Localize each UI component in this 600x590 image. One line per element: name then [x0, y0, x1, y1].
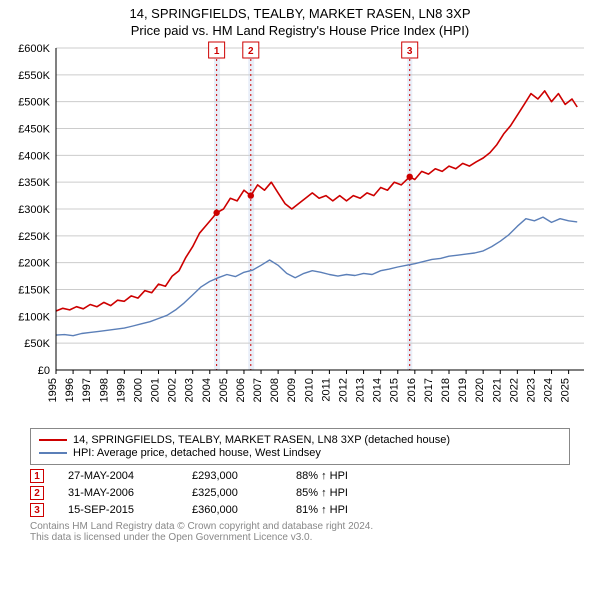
legend-item: 14, SPRINGFIELDS, TEALBY, MARKET RASEN, …	[39, 434, 561, 446]
footer-line1: Contains HM Land Registry data © Crown c…	[30, 521, 570, 532]
svg-text:2015: 2015	[389, 378, 401, 402]
svg-text:2019: 2019	[457, 378, 469, 402]
legend-swatch	[39, 439, 67, 441]
sale-price: £360,000	[192, 504, 272, 516]
svg-text:2018: 2018	[440, 378, 452, 402]
svg-text:2014: 2014	[372, 378, 384, 402]
sale-price: £325,000	[192, 487, 272, 499]
svg-text:£0: £0	[38, 365, 50, 377]
sale-pct: 88% ↑ HPI	[296, 470, 386, 482]
chart-svg: £0 £50K £100K £150K £200K £250K £300K £350K £400…	[0, 38, 600, 418]
sale-pct: 81% ↑ HPI	[296, 504, 386, 516]
svg-text:2004: 2004	[201, 378, 213, 402]
svg-text:£450K: £450K	[18, 124, 50, 136]
svg-text:£350K: £350K	[18, 177, 50, 189]
sale-pct: 85% ↑ HPI	[296, 487, 386, 499]
svg-text:1995: 1995	[47, 378, 59, 402]
footer-attribution: Contains HM Land Registry data © Crown c…	[30, 521, 570, 543]
svg-text:2016: 2016	[406, 378, 418, 402]
chart-area: £0 £50K £100K £150K £200K £250K £300K £350K £400…	[0, 38, 600, 418]
svg-text:2008: 2008	[269, 378, 281, 402]
svg-text:2017: 2017	[423, 378, 435, 402]
svg-text:1996: 1996	[64, 378, 76, 402]
svg-text:2012: 2012	[337, 378, 349, 402]
sale-date: 31-MAY-2006	[68, 487, 168, 499]
sale-date: 15-SEP-2015	[68, 504, 168, 516]
svg-text:£100K: £100K	[18, 311, 50, 323]
legend-swatch	[39, 452, 67, 454]
svg-text:£400K: £400K	[18, 150, 50, 162]
sale-row: 1 27-MAY-2004 £293,000 88% ↑ HPI	[30, 469, 570, 483]
svg-text:2005: 2005	[218, 378, 230, 402]
legend-label: 14, SPRINGFIELDS, TEALBY, MARKET RASEN, …	[73, 434, 450, 446]
sale-date: 27-MAY-2004	[68, 470, 168, 482]
svg-text:1999: 1999	[115, 378, 127, 402]
legend-item: HPI: Average price, detached house, West…	[39, 447, 561, 459]
svg-text:£200K: £200K	[18, 258, 50, 270]
svg-text:2013: 2013	[355, 378, 367, 402]
svg-text:2022: 2022	[508, 378, 520, 402]
svg-text:2011: 2011	[320, 378, 332, 402]
svg-text:1: 1	[214, 46, 220, 57]
svg-text:£250K: £250K	[18, 231, 50, 243]
svg-text:2003: 2003	[184, 378, 196, 402]
footer-line2: This data is licensed under the Open Gov…	[30, 532, 570, 543]
legend-label: HPI: Average price, detached house, West…	[73, 447, 321, 459]
svg-text:3: 3	[407, 46, 413, 57]
svg-text:2024: 2024	[543, 378, 555, 402]
svg-text:£550K: £550K	[18, 70, 50, 82]
legend: 14, SPRINGFIELDS, TEALBY, MARKET RASEN, …	[30, 428, 570, 465]
svg-text:2002: 2002	[167, 378, 179, 402]
svg-text:2001: 2001	[150, 378, 162, 402]
svg-text:2009: 2009	[286, 378, 298, 402]
svg-text:2023: 2023	[525, 378, 537, 402]
svg-text:2021: 2021	[491, 378, 503, 402]
svg-text:£150K: £150K	[18, 285, 50, 297]
svg-text:2020: 2020	[474, 378, 486, 402]
svg-text:2025: 2025	[560, 378, 572, 402]
title-address: 14, SPRINGFIELDS, TEALBY, MARKET RASEN, …	[0, 6, 600, 21]
svg-text:2: 2	[248, 46, 254, 57]
sale-marker: 2	[30, 486, 44, 500]
svg-text:2000: 2000	[132, 378, 144, 402]
svg-text:1997: 1997	[81, 378, 93, 402]
sale-marker: 3	[30, 503, 44, 517]
sales-table: 1 27-MAY-2004 £293,000 88% ↑ HPI 2 31-MAY-200…	[30, 469, 570, 517]
sale-row: 2 31-MAY-2006 £325,000 85% ↑ HPI	[30, 486, 570, 500]
svg-text:2010: 2010	[303, 378, 315, 402]
chart-titles: 14, SPRINGFIELDS, TEALBY, MARKET RASEN, …	[0, 0, 600, 38]
svg-text:£500K: £500K	[18, 97, 50, 109]
svg-text:1998: 1998	[98, 378, 110, 402]
svg-text:2006: 2006	[235, 378, 247, 402]
title-subtitle: Price paid vs. HM Land Registry's House …	[0, 23, 600, 38]
svg-text:£300K: £300K	[18, 204, 50, 216]
sale-price: £293,000	[192, 470, 272, 482]
svg-text:£50K: £50K	[24, 338, 50, 350]
sale-marker: 1	[30, 469, 44, 483]
sale-row: 3 15-SEP-2015 £360,000 81% ↑ HPI	[30, 503, 570, 517]
svg-text:£600K: £600K	[18, 43, 50, 55]
svg-text:2007: 2007	[252, 378, 264, 402]
